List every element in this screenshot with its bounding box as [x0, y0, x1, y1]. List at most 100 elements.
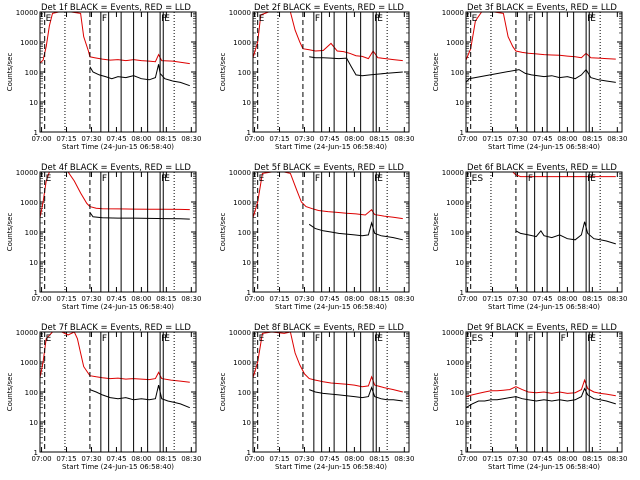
- series-line-lld: [253, 172, 403, 220]
- x-tick-label: 08:30: [181, 135, 201, 143]
- x-tick-label: 08:30: [181, 295, 201, 303]
- x-tick-label: 07:15: [56, 455, 76, 463]
- y-tick-label: 100: [25, 69, 38, 77]
- y-tick-label: 10000: [16, 169, 38, 177]
- x-axis-label: Start Time (24-Jun-15 06:58:40): [488, 303, 600, 311]
- y-axis-label: Counts/sec: [6, 373, 14, 412]
- plot-area: [466, 332, 616, 452]
- chart-panel-6: Det 6f BLACK = Events, RED = LLD Counts/s…: [432, 163, 627, 311]
- chart-panel-4: Det 4f BLACK = Events, RED = LLD Counts/s…: [6, 163, 201, 311]
- x-tick-label: 07:45: [532, 135, 552, 143]
- y-axis-label: Counts/sec: [432, 373, 440, 412]
- event-marker-label: E: [377, 14, 383, 24]
- x-tick-label: 08:00: [557, 295, 577, 303]
- x-tick-label: 07:30: [294, 135, 314, 143]
- x-tick-label: 08:00: [344, 295, 364, 303]
- y-axis-label: Counts/sec: [432, 53, 440, 92]
- event-marker-label: F: [528, 174, 533, 184]
- y-tick-label: 100: [238, 69, 251, 77]
- event-marker-label: E: [259, 14, 265, 24]
- x-tick-label: 08:30: [394, 455, 414, 463]
- event-marker-label: ES: [472, 174, 484, 184]
- y-tick-label: 1000: [233, 39, 251, 47]
- y-axis-label: Counts/sec: [219, 53, 227, 92]
- event-marker-label: E: [377, 334, 383, 344]
- series-line-events: [89, 212, 190, 220]
- x-tick-label: 08:15: [582, 135, 602, 143]
- y-tick-label: 100: [451, 69, 464, 77]
- x-tick-label: 07:45: [319, 295, 339, 303]
- y-tick-label: 10: [455, 99, 464, 107]
- y-tick-label: 100: [25, 229, 38, 237]
- x-tick-label: 08:00: [131, 135, 151, 143]
- x-axis-label: Start Time (24-Jun-15 06:58:40): [275, 463, 387, 471]
- x-axis-label: Start Time (24-Jun-15 06:58:40): [62, 463, 174, 471]
- x-axis-label: Start Time (24-Jun-15 06:58:40): [62, 143, 174, 151]
- plot-frame: [252, 171, 410, 293]
- event-marker-label: F: [374, 334, 379, 344]
- chart-title: Det 6f BLACK = Events, RED = LLD: [467, 163, 617, 173]
- y-tick-label: 1000: [233, 359, 251, 367]
- y-tick-label: 10: [29, 259, 38, 267]
- y-tick-label: 10: [29, 419, 38, 427]
- x-tick-label: 07:30: [294, 295, 314, 303]
- chart-panel-8: Det 8f BLACK = Events, RED = LLD Counts/s…: [219, 323, 414, 471]
- x-tick-label: 08:15: [156, 135, 176, 143]
- event-marker-label: F: [374, 14, 379, 24]
- series-line-lld: [466, 378, 616, 398]
- x-tick-label: 08:30: [607, 455, 627, 463]
- plot-frame: [39, 331, 197, 453]
- event-marker-label: E: [46, 174, 52, 184]
- y-tick-label: 10000: [442, 9, 464, 17]
- x-tick-label: 07:00: [31, 135, 51, 143]
- y-tick-label: 10: [242, 99, 251, 107]
- y-tick-label: 1: [34, 289, 38, 297]
- y-tick-label: 1000: [233, 199, 251, 207]
- x-tick-label: 08:00: [557, 455, 577, 463]
- chart-title: Det 8f BLACK = Events, RED = LLD: [254, 323, 404, 333]
- y-tick-label: 10000: [442, 169, 464, 177]
- x-tick-label: 07:30: [507, 135, 527, 143]
- y-tick-label: 1000: [446, 39, 464, 47]
- event-marker-label: F: [102, 14, 107, 24]
- x-tick-label: 08:30: [181, 455, 201, 463]
- y-tick-label: 100: [238, 389, 251, 397]
- y-tick-label: 1: [460, 449, 464, 457]
- event-marker-label: F: [315, 14, 320, 24]
- x-tick-label: 07:45: [106, 455, 126, 463]
- chart-title: Det 2f BLACK = Events, RED = LLD: [254, 3, 404, 13]
- chart-title: Det 5f BLACK = Events, RED = LLD: [254, 163, 404, 173]
- event-marker-label: E: [590, 174, 596, 184]
- x-tick-label: 07:15: [482, 135, 502, 143]
- event-marker-label: E: [259, 334, 265, 344]
- y-tick-label: 1: [34, 129, 38, 137]
- plot-frame: [465, 171, 623, 293]
- x-tick-label: 07:15: [269, 455, 289, 463]
- series-line-lld: [40, 332, 190, 383]
- plot-frame: [252, 331, 410, 453]
- x-tick-label: 07:15: [56, 135, 76, 143]
- chart-panel-2: Det 2f BLACK = Events, RED = LLD Counts/s…: [219, 3, 414, 151]
- x-tick-label: 08:15: [369, 455, 389, 463]
- chart-panel-7: Det 7f BLACK = Events, RED = LLD Counts/s…: [6, 323, 201, 471]
- event-marker-label: F: [587, 14, 592, 24]
- y-tick-label: 1: [34, 449, 38, 457]
- y-tick-label: 100: [451, 229, 464, 237]
- event-marker-label: F: [561, 334, 566, 344]
- series-line-events: [309, 56, 403, 77]
- x-tick-label: 07:00: [457, 295, 477, 303]
- plot-area: [40, 332, 190, 452]
- y-tick-label: 10: [455, 419, 464, 427]
- y-tick-label: 10: [455, 259, 464, 267]
- x-tick-label: 07:45: [532, 295, 552, 303]
- event-marker-label: E: [164, 334, 170, 344]
- y-tick-label: 1: [460, 129, 464, 137]
- y-tick-label: 1000: [446, 199, 464, 207]
- plot-area: [40, 12, 190, 132]
- event-marker-label: E: [259, 174, 265, 184]
- x-tick-label: 07:30: [294, 455, 314, 463]
- series-line-lld: [40, 12, 190, 65]
- series-line-events: [515, 221, 616, 245]
- chart-title: Det 1f BLACK = Events, RED = LLD: [41, 3, 191, 13]
- series-line-lld: [512, 172, 616, 178]
